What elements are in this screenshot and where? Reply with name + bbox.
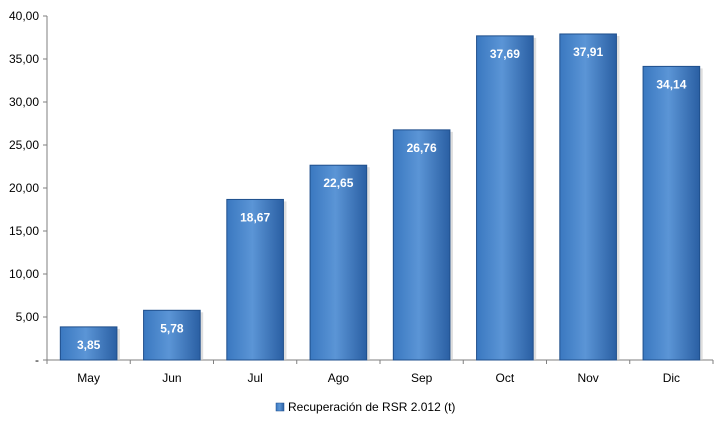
x-tick-label: Dic xyxy=(663,371,680,385)
bar xyxy=(59,326,118,361)
y-tick-label: 5,00 xyxy=(16,310,40,324)
bar xyxy=(309,164,368,361)
x-axis: May Jun Jul Ago Sep Oct Nov Dic xyxy=(46,359,714,385)
y-tick-label: - xyxy=(35,353,39,367)
bar xyxy=(392,129,451,361)
x-tick-label: Oct xyxy=(496,371,515,385)
y-tick-label: 40,00 xyxy=(9,9,39,23)
bar-value-label: 37,69 xyxy=(490,47,520,61)
bar-value-label: 34,14 xyxy=(656,77,686,91)
y-axis: - 5,00 10,00 15,00 20,00 25,00 30,00 35,00 40,00 xyxy=(9,9,48,367)
legend-swatch xyxy=(275,402,285,412)
x-tick-label: Jul xyxy=(247,371,262,385)
y-tick-label: 10,00 xyxy=(9,267,39,281)
y-tick-label: 20,00 xyxy=(9,181,39,195)
y-tick-label: 35,00 xyxy=(9,52,39,66)
legend-label: Recuperación de RSR 2.012 (t) xyxy=(288,400,455,414)
x-tick-label: May xyxy=(77,371,100,385)
bar-value-label: 37,91 xyxy=(573,45,603,59)
bar xyxy=(476,35,534,361)
y-tick-label: 25,00 xyxy=(9,138,39,152)
bar xyxy=(226,198,284,361)
bar-value-label: 22,65 xyxy=(323,176,353,190)
bar xyxy=(559,33,617,361)
y-tick-label: 30,00 xyxy=(9,95,39,109)
x-tick-label: Sep xyxy=(411,371,433,385)
bar xyxy=(143,309,201,361)
bars-group: 3,85 5,78 18,67 22,65 26,76 37,69 37,91 34,14 xyxy=(59,33,703,361)
bar-value-label: 26,76 xyxy=(407,141,437,155)
bar-value-label: 18,67 xyxy=(240,210,270,224)
y-tick-label: 15,00 xyxy=(9,224,39,238)
bar xyxy=(642,65,701,361)
x-tick-label: Ago xyxy=(328,371,350,385)
bar-value-label: 5,78 xyxy=(160,321,184,335)
x-tick-label: Nov xyxy=(577,371,598,385)
bar-value-label: 3,85 xyxy=(77,338,101,352)
legend: Recuperación de RSR 2.012 (t) xyxy=(275,400,455,414)
x-tick-label: Jun xyxy=(162,371,181,385)
